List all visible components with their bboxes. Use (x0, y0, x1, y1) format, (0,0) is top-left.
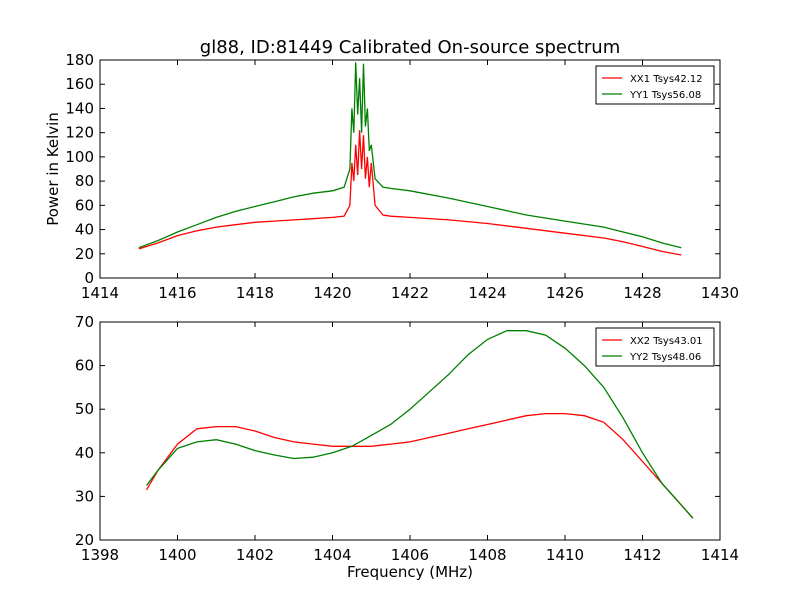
y-tick-label: 30 (75, 487, 94, 505)
x-tick-label: 1398 (81, 546, 119, 564)
legend: XX2 Tsys43.01 YY2 Tsys48.06 (595, 327, 715, 367)
x-tick-label: 1406 (391, 546, 429, 564)
x-tick-label: 1414 (701, 546, 739, 564)
series-line-2 (145, 330, 694, 519)
x-tick-label: 1408 (468, 546, 506, 564)
legend-box (595, 65, 715, 105)
y-tick-label: 40 (75, 221, 94, 239)
y-tick-label: 0 (84, 269, 94, 287)
x-tick-label: 1404 (313, 546, 351, 564)
top-chart-title: gl88, ID:81449 Calibrated On-source spec… (200, 37, 620, 58)
series-line-2 (138, 62, 682, 249)
y-tick-label: 20 (75, 245, 94, 263)
bottom-subplot: Frequency (MHz) 1398 1400 1402 1404 1406 1408… (75, 313, 739, 581)
legend-label-2: YY2 Tsys48.06 (629, 352, 701, 363)
x-tick-label: 1414 (81, 284, 119, 302)
legend-label-2: YY1 Tsys56.08 (629, 90, 701, 101)
x-tick-label: 1412 (623, 546, 661, 564)
y-tick-label: 180 (65, 51, 94, 69)
y-tick-label: 160 (65, 75, 94, 93)
legend-box (595, 327, 715, 367)
legend-label-1: XX1 Tsys42.12 (630, 74, 703, 85)
y-tick-label: 80 (75, 172, 94, 190)
y-tick-label: 60 (75, 196, 94, 214)
y-tick-label: 140 (65, 99, 94, 117)
series-line-1 (138, 130, 682, 256)
x-tick-label: 1428 (623, 284, 661, 302)
y-tick-label: 20 (75, 531, 94, 549)
x-tick-label: 1416 (158, 284, 196, 302)
top-subplot: gl88, ID:81449 Calibrated On-source spec… (44, 37, 739, 302)
y-tick-label: 120 (65, 124, 94, 142)
y-tick-label: 40 (75, 444, 94, 462)
x-tick-label: 1400 (158, 546, 196, 564)
top-y-axis-label: Power in Kelvin (44, 112, 62, 226)
y-tick-label: 60 (75, 357, 94, 375)
y-tick-label: 70 (75, 313, 94, 331)
x-tick-label: 1418 (236, 284, 274, 302)
series-line-1 (145, 412, 694, 519)
x-tick-label: 1424 (468, 284, 506, 302)
bottom-x-axis-label: Frequency (MHz) (347, 563, 473, 581)
x-tick-label: 1426 (546, 284, 584, 302)
y-tick-label: 50 (75, 400, 94, 418)
x-tick-label: 1422 (391, 284, 429, 302)
x-tick-label: 1430 (701, 284, 739, 302)
x-tick-label: 1402 (236, 546, 274, 564)
legend: XX1 Tsys42.12 YY1 Tsys56.08 (595, 65, 715, 105)
x-tick-label: 1410 (546, 546, 584, 564)
y-tick-label: 100 (65, 148, 94, 166)
legend-label-1: XX2 Tsys43.01 (630, 336, 703, 347)
x-tick-label: 1420 (313, 284, 351, 302)
